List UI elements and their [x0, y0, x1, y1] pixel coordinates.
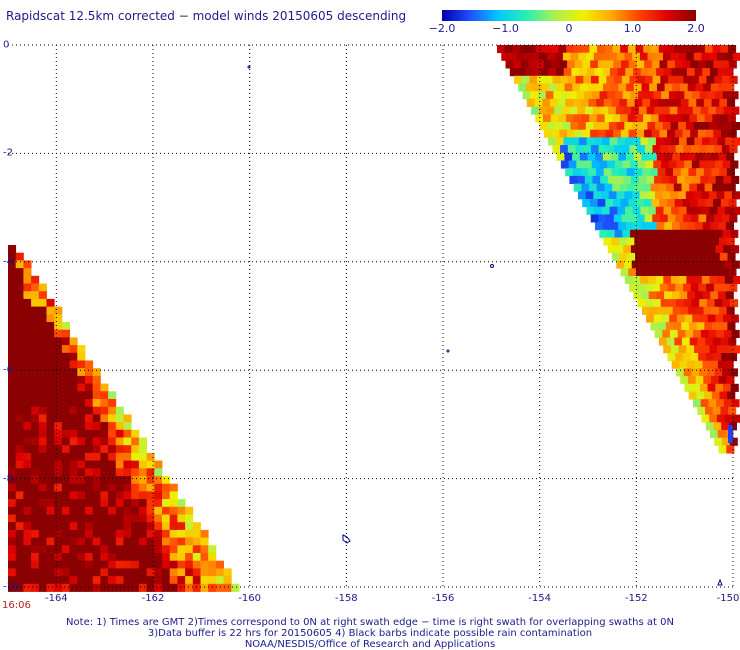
longitude-label: -156 [431, 593, 455, 604]
latitude-label: -10 [3, 581, 20, 593]
latitude-label: -6 [3, 364, 13, 376]
longitude-label: -158 [334, 593, 358, 604]
note-line-3: NOAA/NESDIS/Office of Research and Appli… [244, 639, 496, 650]
latitude-label: -2 [3, 147, 13, 159]
map-title: Rapidscat 12.5km corrected − model winds… [6, 9, 407, 23]
island-outline [247, 65, 251, 69]
wind-difference-cells [8, 45, 740, 592]
longitude-label: -154 [528, 593, 552, 604]
colorbar-tick: 1.0 [623, 22, 642, 35]
latitude-label: 0 [3, 39, 10, 51]
latitude-label: -8 [3, 473, 13, 485]
colorbar-tick: 0 [565, 22, 573, 35]
longitude-label: -164 [44, 593, 68, 604]
coastlines [247, 65, 723, 586]
longitude-label: -152 [624, 593, 648, 604]
longitude-label: -150 [716, 593, 740, 604]
longitude-label: -160 [238, 593, 262, 604]
colorbar-tick: 2.0 [687, 22, 705, 35]
island-outline [490, 264, 494, 268]
note-line-1: Note: 1) Times are GMT 2)Times correspon… [66, 617, 674, 628]
colorbar [442, 10, 696, 21]
colorbar-tick: −1.0 [492, 22, 519, 35]
colorbar-tick: −2.0 [428, 22, 456, 35]
map-gridlines [8, 44, 734, 588]
note-line-2: 3)Data buffer is 22 hrs for 20150605 4) … [147, 628, 593, 639]
swath-time-label: 16:06 [2, 600, 31, 611]
island-outline [717, 578, 723, 586]
island-outline [446, 349, 450, 353]
island-outline [342, 534, 351, 544]
latitude-label: -4 [3, 256, 13, 268]
longitude-label: -162 [141, 593, 165, 604]
